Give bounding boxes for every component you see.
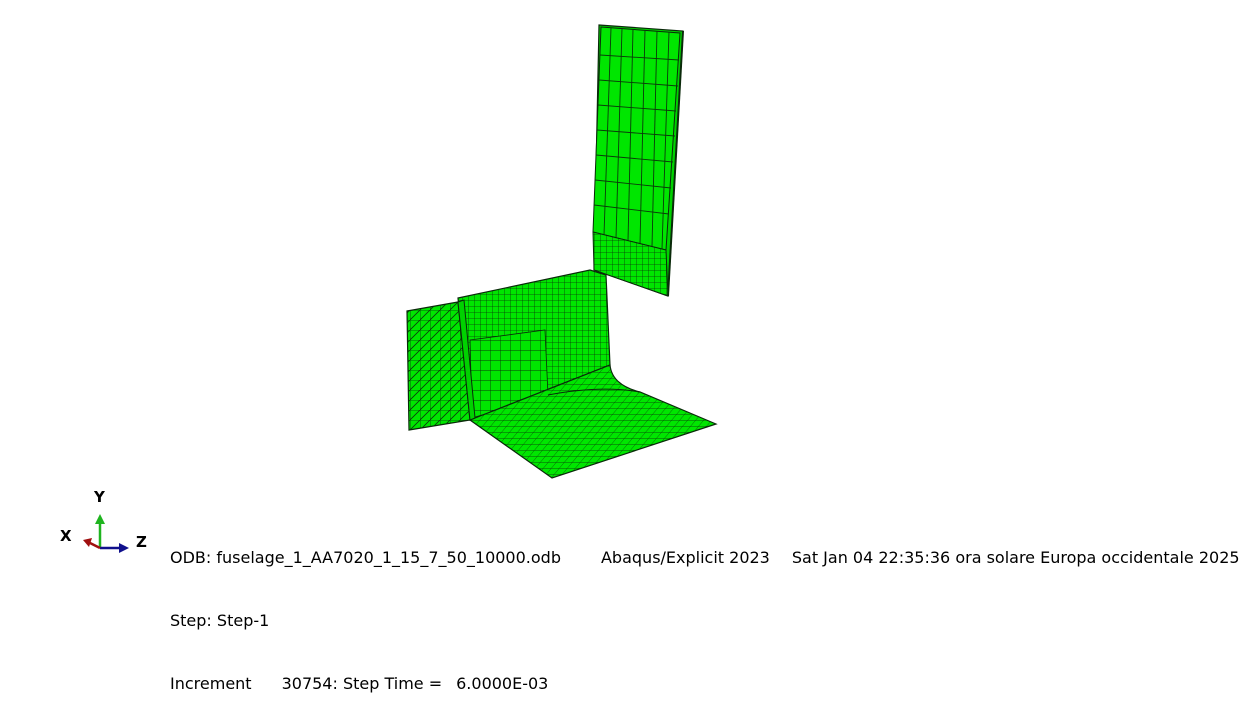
left-block[interactable]	[406, 299, 476, 431]
axis-triad: Y X Z	[55, 484, 155, 564]
run-datetime: Sat Jan 04 22:35:36 ora solare Europa oc…	[791, 548, 1240, 567]
triad-arrows	[83, 514, 129, 553]
odb-info-line: ODB: fuselage_1_AA7020_1_15_7_50_10000.o…	[170, 547, 1244, 568]
step-label: Step:	[170, 611, 212, 630]
step-time-value: 6.0000E-03	[456, 674, 549, 693]
z-arrowhead-icon	[119, 543, 129, 553]
fe-model-render[interactable]	[0, 0, 1244, 605]
stiffener-flange[interactable]	[468, 364, 718, 479]
triad-label-x: X	[60, 527, 72, 545]
odb-filename: fuselage_1_AA7020_1_15_7_50_10000.odb	[216, 548, 561, 567]
increment-info-line: Increment 30754: Step Time = 6.0000E-03	[170, 673, 1244, 694]
viewport-info-block: ODB: fuselage_1_AA7020_1_15_7_50_10000.o…	[170, 505, 1244, 715]
step-info-line: Step: Step-1	[170, 610, 1244, 631]
model-viewport[interactable]	[0, 0, 1244, 605]
step-name: Step-1	[216, 611, 270, 630]
stiffener-web[interactable]	[457, 269, 611, 421]
solver-version: Abaqus/Explicit 2023	[600, 548, 770, 567]
increment-label: Increment	[170, 674, 252, 693]
triad-label-y: Y	[94, 488, 105, 506]
upper-panel[interactable]	[592, 24, 684, 297]
x-arrowhead-icon	[83, 538, 92, 547]
odb-label: ODB:	[170, 548, 212, 567]
step-time-label: : Step Time =	[332, 674, 443, 693]
triad-label-z: Z	[136, 533, 147, 551]
y-arrowhead-icon	[95, 514, 105, 524]
increment-value: 30754	[281, 674, 333, 693]
